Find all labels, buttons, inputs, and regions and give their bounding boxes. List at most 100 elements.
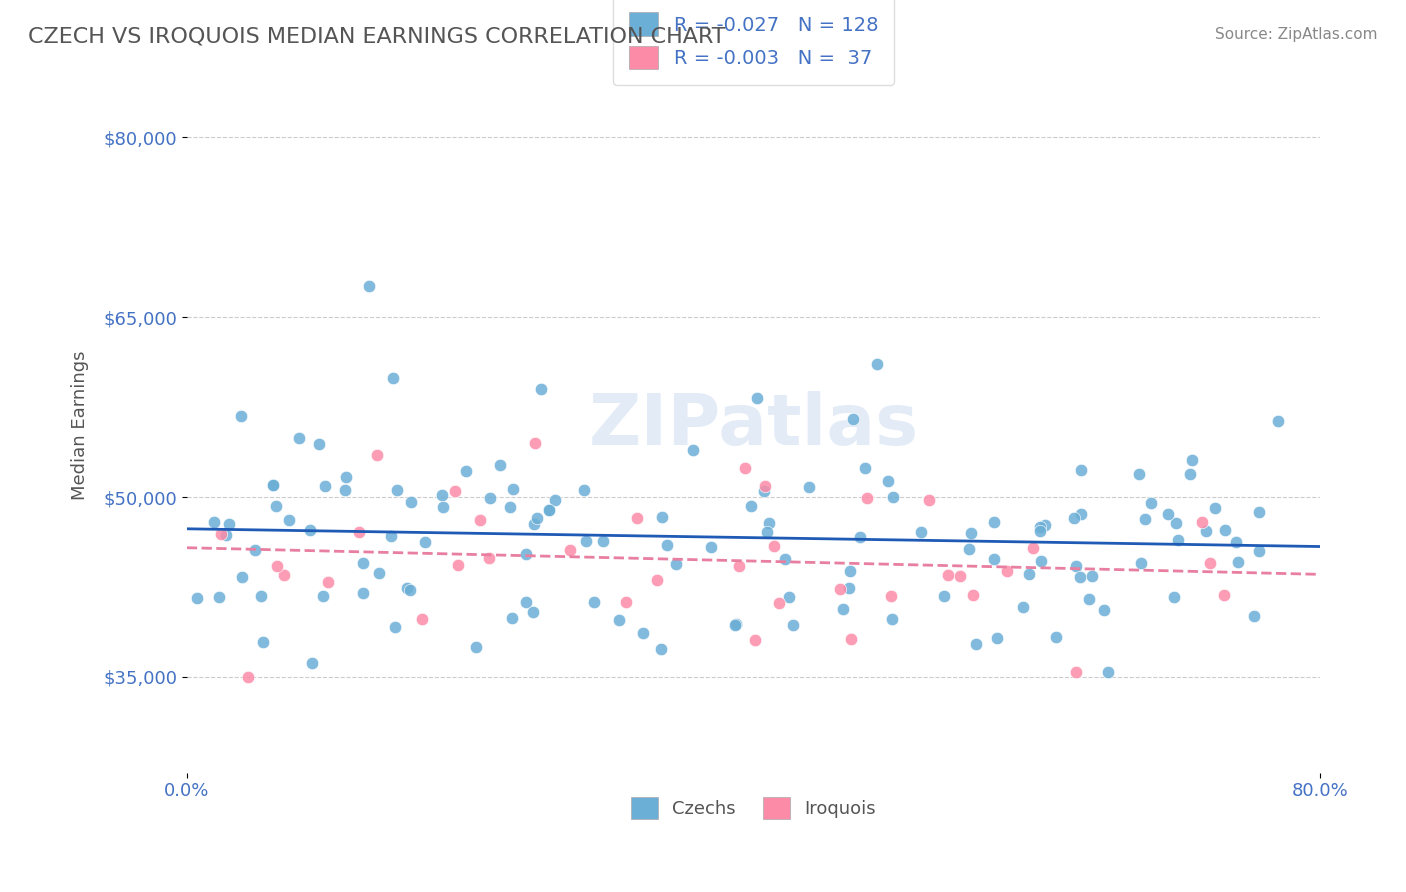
Point bbox=[501, 611, 523, 625]
Point bbox=[357, 279, 380, 293]
Point bbox=[856, 491, 879, 505]
Point bbox=[515, 547, 537, 561]
Point bbox=[1128, 467, 1150, 481]
Text: CZECH VS IROQUOIS MEDIAN EARNINGS CORRELATION CHART: CZECH VS IROQUOIS MEDIAN EARNINGS CORREL… bbox=[28, 27, 725, 46]
Point bbox=[1097, 665, 1119, 679]
Point bbox=[1213, 588, 1236, 602]
Point bbox=[399, 583, 422, 598]
Point bbox=[243, 543, 266, 558]
Point bbox=[839, 564, 862, 578]
Point bbox=[218, 517, 240, 532]
Point bbox=[752, 484, 775, 499]
Point bbox=[1180, 467, 1202, 482]
Point bbox=[832, 601, 855, 615]
Point bbox=[430, 488, 453, 502]
Point bbox=[910, 524, 932, 539]
Point bbox=[1070, 507, 1092, 521]
Point bbox=[778, 591, 800, 605]
Point bbox=[444, 483, 467, 498]
Point bbox=[266, 558, 288, 573]
Point bbox=[384, 620, 406, 634]
Point bbox=[740, 499, 762, 513]
Point bbox=[523, 517, 546, 532]
Point bbox=[385, 483, 408, 498]
Point bbox=[965, 637, 987, 651]
Point bbox=[959, 525, 981, 540]
Point bbox=[499, 500, 522, 515]
Point bbox=[544, 493, 567, 508]
Point bbox=[273, 567, 295, 582]
Point bbox=[936, 568, 959, 582]
Point bbox=[465, 640, 488, 654]
Point bbox=[1199, 556, 1222, 570]
Point bbox=[1243, 609, 1265, 624]
Point bbox=[515, 595, 537, 609]
Point bbox=[209, 527, 232, 541]
Point bbox=[231, 570, 253, 584]
Point bbox=[1063, 511, 1085, 525]
Point bbox=[352, 556, 374, 570]
Point bbox=[1066, 665, 1088, 679]
Point bbox=[1267, 414, 1289, 428]
Point bbox=[782, 617, 804, 632]
Point bbox=[655, 537, 678, 551]
Point bbox=[287, 431, 309, 445]
Point bbox=[1064, 558, 1087, 573]
Point bbox=[758, 516, 780, 530]
Point bbox=[1012, 599, 1035, 614]
Point bbox=[934, 589, 956, 603]
Point bbox=[755, 524, 778, 539]
Point bbox=[399, 495, 422, 509]
Point bbox=[838, 582, 860, 596]
Point bbox=[841, 632, 863, 647]
Point bbox=[842, 412, 865, 426]
Point bbox=[316, 574, 339, 589]
Point bbox=[262, 478, 284, 492]
Point bbox=[682, 442, 704, 457]
Point bbox=[1077, 591, 1099, 606]
Point bbox=[762, 539, 785, 553]
Point bbox=[502, 482, 524, 496]
Point bbox=[1130, 556, 1153, 570]
Point bbox=[962, 588, 984, 602]
Point bbox=[454, 464, 477, 478]
Point bbox=[734, 461, 756, 475]
Point bbox=[917, 493, 939, 508]
Point bbox=[1215, 523, 1237, 537]
Point bbox=[1133, 512, 1156, 526]
Point bbox=[744, 632, 766, 647]
Point bbox=[312, 589, 335, 603]
Point bbox=[229, 409, 252, 424]
Point bbox=[250, 589, 273, 603]
Point bbox=[651, 509, 673, 524]
Point bbox=[411, 612, 433, 626]
Point bbox=[754, 479, 776, 493]
Point bbox=[1069, 570, 1091, 584]
Point bbox=[413, 535, 436, 549]
Point bbox=[747, 392, 769, 406]
Point bbox=[583, 595, 606, 609]
Point bbox=[538, 503, 561, 517]
Point bbox=[1157, 508, 1180, 522]
Text: ZIPatlas: ZIPatlas bbox=[589, 391, 918, 459]
Point bbox=[538, 502, 561, 516]
Point bbox=[1022, 541, 1045, 555]
Point bbox=[607, 614, 630, 628]
Point bbox=[614, 595, 637, 609]
Point bbox=[298, 523, 321, 537]
Point bbox=[380, 529, 402, 543]
Point bbox=[468, 513, 491, 527]
Point bbox=[866, 357, 889, 371]
Point bbox=[347, 524, 370, 539]
Point bbox=[478, 551, 501, 566]
Point bbox=[665, 557, 688, 571]
Point bbox=[1029, 524, 1052, 538]
Point bbox=[1029, 519, 1052, 533]
Point bbox=[768, 596, 790, 610]
Point bbox=[308, 437, 330, 451]
Point bbox=[1226, 555, 1249, 569]
Point bbox=[983, 552, 1005, 566]
Point bbox=[877, 474, 900, 488]
Point bbox=[1167, 533, 1189, 548]
Point bbox=[252, 634, 274, 648]
